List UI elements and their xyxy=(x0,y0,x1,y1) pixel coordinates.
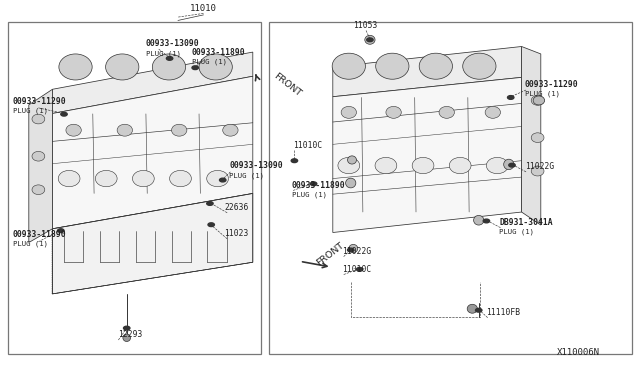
Circle shape xyxy=(483,219,490,223)
Ellipse shape xyxy=(419,53,452,79)
Polygon shape xyxy=(52,76,253,229)
Circle shape xyxy=(291,159,298,163)
Ellipse shape xyxy=(375,157,397,174)
Ellipse shape xyxy=(504,159,514,170)
Ellipse shape xyxy=(474,215,484,225)
Bar xyxy=(8,22,261,354)
Text: 11022G: 11022G xyxy=(342,247,372,256)
Text: 12293: 12293 xyxy=(118,330,143,339)
Text: 00933-13090: 00933-13090 xyxy=(229,161,283,170)
Text: PLUG (1): PLUG (1) xyxy=(146,50,181,57)
Ellipse shape xyxy=(412,157,434,174)
Ellipse shape xyxy=(531,133,544,142)
Ellipse shape xyxy=(132,170,154,187)
Circle shape xyxy=(310,182,317,186)
Circle shape xyxy=(207,202,213,205)
Text: PLUG (1): PLUG (1) xyxy=(13,241,48,247)
Ellipse shape xyxy=(199,54,232,80)
Ellipse shape xyxy=(463,53,496,79)
Circle shape xyxy=(220,178,226,182)
Ellipse shape xyxy=(123,334,131,341)
Ellipse shape xyxy=(223,124,238,136)
Ellipse shape xyxy=(533,96,545,105)
Ellipse shape xyxy=(106,54,139,80)
Ellipse shape xyxy=(59,54,92,80)
Ellipse shape xyxy=(485,106,500,118)
Polygon shape xyxy=(333,77,522,232)
Circle shape xyxy=(208,223,214,227)
Ellipse shape xyxy=(32,151,45,161)
Ellipse shape xyxy=(207,170,228,187)
Polygon shape xyxy=(333,46,522,97)
Text: 00933-13090: 00933-13090 xyxy=(146,39,200,48)
Ellipse shape xyxy=(467,304,477,313)
Ellipse shape xyxy=(32,114,45,124)
Text: 11053: 11053 xyxy=(353,21,377,30)
Text: 11010: 11010 xyxy=(190,4,217,13)
Text: 00933-11890: 00933-11890 xyxy=(292,181,346,190)
Circle shape xyxy=(508,96,514,99)
Ellipse shape xyxy=(349,244,358,253)
Text: 11010C: 11010C xyxy=(342,265,372,274)
Text: X110006N: X110006N xyxy=(557,348,600,357)
Text: 00933-11290: 00933-11290 xyxy=(525,80,579,89)
Polygon shape xyxy=(522,46,541,225)
Text: DB931-3041A: DB931-3041A xyxy=(499,218,553,227)
Polygon shape xyxy=(52,193,253,294)
Ellipse shape xyxy=(386,106,401,118)
Ellipse shape xyxy=(338,157,360,174)
Ellipse shape xyxy=(341,106,356,118)
Ellipse shape xyxy=(170,170,191,187)
Text: PLUG (1): PLUG (1) xyxy=(525,91,560,97)
Text: PLUG (1): PLUG (1) xyxy=(229,172,264,179)
Circle shape xyxy=(476,308,482,312)
Ellipse shape xyxy=(365,35,375,44)
Text: 00933-11290: 00933-11290 xyxy=(13,97,67,106)
Ellipse shape xyxy=(449,157,471,174)
Ellipse shape xyxy=(332,53,365,79)
Circle shape xyxy=(166,57,173,60)
Text: FRONT: FRONT xyxy=(272,71,303,98)
Ellipse shape xyxy=(32,185,45,195)
Text: 11023: 11023 xyxy=(224,229,248,238)
Ellipse shape xyxy=(117,124,132,136)
Text: 00933-11890: 00933-11890 xyxy=(13,230,67,239)
Circle shape xyxy=(61,112,67,116)
Text: 11110FB: 11110FB xyxy=(486,308,520,317)
Circle shape xyxy=(124,326,130,330)
Polygon shape xyxy=(29,89,52,243)
Circle shape xyxy=(348,248,354,252)
Circle shape xyxy=(367,38,373,42)
Text: PLUG (1): PLUG (1) xyxy=(192,58,227,65)
Text: 22636: 22636 xyxy=(224,203,248,212)
Ellipse shape xyxy=(486,157,508,174)
Ellipse shape xyxy=(66,124,81,136)
Text: PLUG (1): PLUG (1) xyxy=(292,192,327,198)
Ellipse shape xyxy=(531,166,544,176)
Ellipse shape xyxy=(348,156,356,164)
Ellipse shape xyxy=(172,124,187,136)
Ellipse shape xyxy=(376,53,409,79)
Ellipse shape xyxy=(95,170,117,187)
Circle shape xyxy=(192,66,198,70)
Circle shape xyxy=(58,229,64,232)
Text: 00933-11890: 00933-11890 xyxy=(192,48,246,57)
Circle shape xyxy=(356,267,363,271)
Ellipse shape xyxy=(152,54,186,80)
Ellipse shape xyxy=(531,96,544,105)
Bar xyxy=(269,22,632,354)
Text: PLUG (1): PLUG (1) xyxy=(13,108,48,114)
Circle shape xyxy=(509,163,515,167)
Text: 11010C: 11010C xyxy=(293,141,323,150)
Ellipse shape xyxy=(439,106,454,118)
Text: FRONT: FRONT xyxy=(315,241,346,268)
Ellipse shape xyxy=(346,178,356,188)
Text: PLUG (1): PLUG (1) xyxy=(499,229,534,235)
Text: 11022G: 11022G xyxy=(525,162,554,171)
Ellipse shape xyxy=(58,170,80,187)
Polygon shape xyxy=(52,52,253,113)
